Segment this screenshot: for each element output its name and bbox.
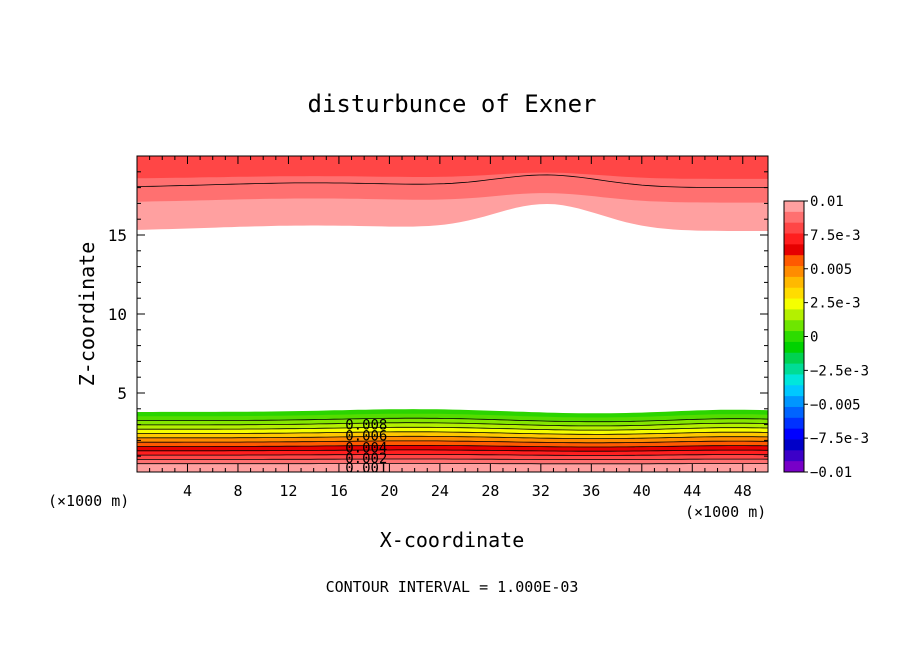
colorbar: 0.01 7.5e-3 0.005 2.5e-3 0 −2.5e-3 −0.005 −7.5e… [783,194,869,481]
x-tick-label: 16 [330,482,348,500]
contour-label: 0.004 [345,441,387,457]
colorbar-label: 0.005 [810,262,852,278]
bottom-contour-line [137,417,769,423]
contour-interval-note: CONTOUR INTERVAL = 1.000E-03 [326,578,579,596]
colorbar-swatch [784,406,804,419]
colorbar-swatch [784,385,804,397]
top-contour-band [137,156,768,179]
bottom-contour-line [137,422,769,427]
colorbar-swatch [784,396,804,408]
colorbar-label: −2.5e-3 [810,363,869,379]
x-tick-label: 8 [233,482,242,500]
colorbar-label: 7.5e-3 [810,228,861,244]
x-tick-label: 20 [380,482,398,500]
colorbar-swatch [784,222,804,235]
contour-label: 0.006 [345,429,387,445]
y-tick-label: 15 [108,226,127,245]
colorbar-swatch [784,450,804,462]
top-contour-line [136,174,768,189]
bottom-contour-line [137,426,769,431]
colorbar-label: −0.005 [810,397,861,413]
x-unit-label-left: (×1000 m) [48,492,129,510]
colorbar-swatch [784,352,804,365]
colorbar-swatch [784,201,804,213]
bottom-contour-line [137,435,769,440]
colorbar-swatch [784,255,804,267]
colorbar-swatch [784,417,804,430]
x-tick-label: 4 [183,482,192,500]
x-tick-label: 48 [734,482,752,500]
colorbar-swatch [784,363,804,375]
x-tick-label: 28 [481,482,499,500]
bottom-contour-line [137,449,769,452]
colorbar-label: −0.01 [810,465,852,481]
contour-label: 0.002 [345,451,387,467]
colorbar-swatch [784,428,804,440]
bottom-contour-line [137,454,768,456]
colorbar-swatch [784,233,804,245]
chart-title: disturbunce of Exner [308,90,597,118]
x-axis-title: X-coordinate [380,528,525,552]
colorbar-label: 2.5e-3 [810,296,861,312]
x-unit-label-right: (×1000 m) [685,503,766,521]
colorbar-swatch [784,276,804,289]
colorbar-label: 0 [810,330,818,346]
x-tick-label: 44 [683,482,701,500]
bottom-contour-line [137,440,769,444]
colorbar-swatch [784,211,804,224]
x-tick-label: 12 [279,482,297,500]
y-tick-label: 5 [117,384,127,403]
colorbar-swatch [784,331,804,343]
colorbar-swatch [784,374,804,386]
bottom-contour-line [137,458,769,461]
x-axis: 4 8 12 16 20 24 28 32 36 40 44 48 [149,156,756,500]
colorbar-swatch [784,320,804,332]
colorbar-swatch [784,309,804,321]
bottom-contour-band [137,463,768,472]
x-tick-label: 40 [633,482,651,500]
x-tick-label: 32 [532,482,550,500]
colorbar-label: 0.01 [810,194,844,210]
colorbar-label: −7.5e-3 [810,431,869,447]
colorbar-swatch [784,287,804,300]
y-axis: 5 10 15 [108,171,768,457]
colorbar-swatch [784,244,804,256]
colorbar-swatch [784,341,804,354]
y-tick-label: 10 [108,305,127,324]
x-tick-label: 24 [431,482,449,500]
bottom-contour-line [137,444,769,448]
bottom-contour-line [137,431,769,435]
colorbar-swatch [784,439,804,451]
contour-label: 0.008 [345,418,387,434]
colorbar-swatch [784,266,804,278]
x-tick-label: 36 [582,482,600,500]
y-axis-title: Z-coordinate [75,242,99,387]
colorbar-swatch [784,298,804,310]
colorbar-swatch [784,461,804,473]
